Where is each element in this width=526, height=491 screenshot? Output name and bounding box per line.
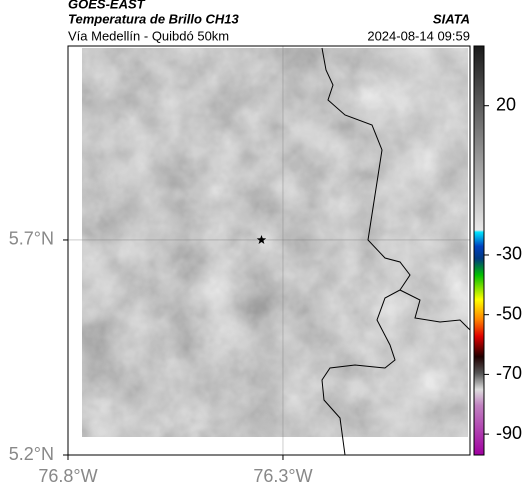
map-frame [67, 45, 471, 456]
location-marker [256, 235, 267, 244]
x-tick-label: 76.3°W [253, 466, 312, 486]
border-line [399, 289, 470, 331]
colorbar-tick-label: -90 [496, 423, 522, 443]
map-area [68, 46, 470, 455]
colorbar-tick-label: -50 [496, 303, 522, 323]
title: GOES-EAST [68, 0, 146, 11]
colorbar-ticks: 20 -30 -50 -70 -90 [484, 94, 522, 443]
x-tick-label: 76.8°W [38, 466, 97, 486]
border-line [321, 47, 411, 455]
grid [68, 46, 470, 455]
colorbar-tick-label: 20 [496, 94, 516, 114]
subtitle: Temperatura de Brillo CH13 [68, 11, 240, 26]
y-tick-label: 5.7°N [9, 229, 54, 249]
colorbar [473, 45, 485, 456]
source: SIATA [433, 11, 470, 26]
axis-ticks: 76.8°W 76.3°W 5.2°N 5.7°N [9, 229, 313, 486]
image-shade [82, 48, 468, 437]
y-tick-label: 5.2°N [9, 444, 54, 464]
timestamp: 2024-08-14 09:59 [367, 28, 470, 43]
colorbar-tick-label: -70 [496, 363, 522, 383]
colorbar-tick-label: -30 [496, 244, 522, 264]
route: Vía Medellín - Quibdó 50km [68, 28, 229, 43]
